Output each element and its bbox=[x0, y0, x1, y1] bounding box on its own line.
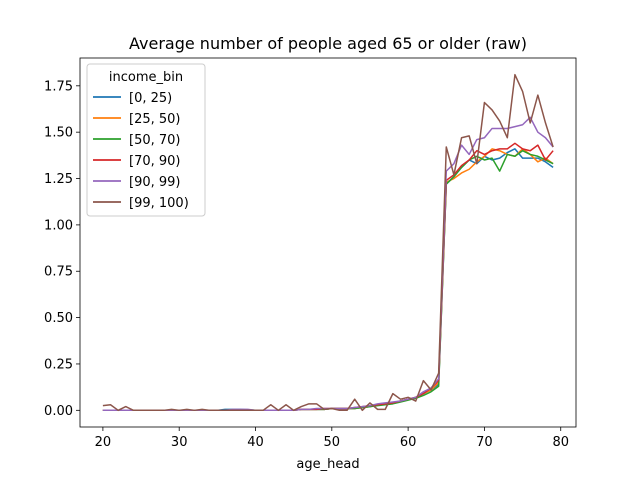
series-line-5 bbox=[102, 73, 554, 412]
legend-box bbox=[86, 63, 206, 217]
legend-title: income_bin bbox=[109, 70, 183, 85]
y-axis: 0.00 0.25 0.50 0.75 1.00 1.25 1.50 1.75 bbox=[44, 79, 80, 419]
y-tick-label: 1.25 bbox=[44, 172, 73, 187]
chart-title: Average number of people aged 65 or olde… bbox=[129, 34, 527, 53]
legend-label: [25, 50) bbox=[129, 112, 181, 127]
y-tick-label: 0.00 bbox=[44, 404, 73, 419]
x-tick-label: 20 bbox=[95, 435, 112, 450]
y-tick-label: 0.25 bbox=[44, 357, 73, 372]
y-tick-label: 0.50 bbox=[44, 311, 73, 326]
x-axis-title: age_head bbox=[296, 457, 359, 472]
x-tick-label: 40 bbox=[247, 435, 264, 450]
x-tick-label: 50 bbox=[324, 435, 341, 450]
legend-label: [90, 99) bbox=[129, 175, 181, 190]
x-axis: 20 30 40 50 60 70 80 bbox=[95, 427, 569, 450]
x-tick-label: 60 bbox=[400, 435, 417, 450]
legend: income_bin [0, 25) [25, 50) [50, 70) [70, 90… bbox=[86, 63, 206, 217]
plot-frame bbox=[79, 57, 577, 428]
series-lines bbox=[102, 73, 554, 412]
legend-label: [99, 100) bbox=[129, 196, 189, 211]
legend-label: [70, 90) bbox=[129, 154, 181, 169]
x-tick-label: 30 bbox=[171, 435, 188, 450]
x-tick-label: 80 bbox=[552, 435, 569, 450]
legend-label: [50, 70) bbox=[129, 133, 181, 148]
y-tick-label: 1.50 bbox=[44, 126, 73, 141]
legend-label: [0, 25) bbox=[129, 91, 172, 106]
x-tick-label: 70 bbox=[476, 435, 493, 450]
y-tick-label: 1.75 bbox=[44, 79, 73, 94]
y-tick-label: 0.75 bbox=[44, 265, 73, 280]
y-tick-label: 1.00 bbox=[44, 218, 73, 233]
